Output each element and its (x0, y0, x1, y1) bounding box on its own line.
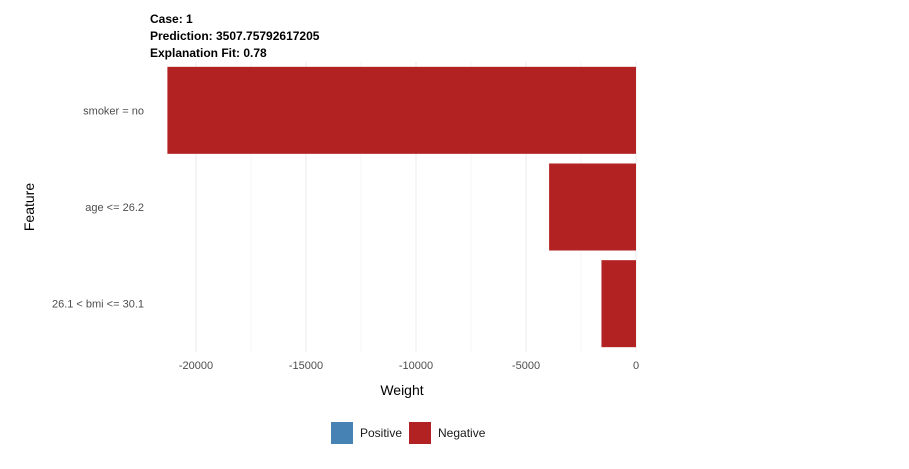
x-tick-label: -10000 (399, 360, 433, 372)
y-axis-title: Feature (21, 183, 37, 231)
bar-series (167, 66, 636, 348)
bar-1 (549, 163, 636, 251)
legend-label-positive: Positive (360, 426, 402, 440)
legend-swatch-positive (331, 422, 353, 444)
y-tick-label: age <= 26.2 (85, 202, 144, 214)
title-explanation-fit: Explanation Fit: 0.78 (150, 46, 267, 60)
legend-label-negative: Negative (438, 426, 486, 440)
legend-swatch-negative (409, 422, 431, 444)
chart-title: Case: 1 Prediction: 3507.75792617205 Exp… (150, 12, 320, 60)
y-tick-labels: smoker = no age <= 26.2 26.1 < bmi <= 30.1 (52, 105, 144, 310)
bar-2 (601, 260, 636, 348)
title-prediction: Prediction: 3507.75792617205 (150, 29, 320, 43)
x-axis-title: Weight (380, 382, 423, 398)
y-tick-label: 26.1 < bmi <= 30.1 (52, 299, 144, 311)
x-tick-label: -20000 (179, 360, 213, 372)
x-tick-label: -5000 (512, 360, 540, 372)
x-tick-label: -15000 (289, 360, 323, 372)
bar-0 (167, 66, 636, 154)
legend: Positive Negative (331, 422, 486, 444)
y-tick-label: smoker = no (83, 105, 144, 117)
title-case: Case: 1 (150, 12, 193, 26)
x-tick-label: 0 (633, 360, 639, 372)
x-tick-labels: -20000 -15000 -10000 -5000 0 (179, 360, 639, 372)
